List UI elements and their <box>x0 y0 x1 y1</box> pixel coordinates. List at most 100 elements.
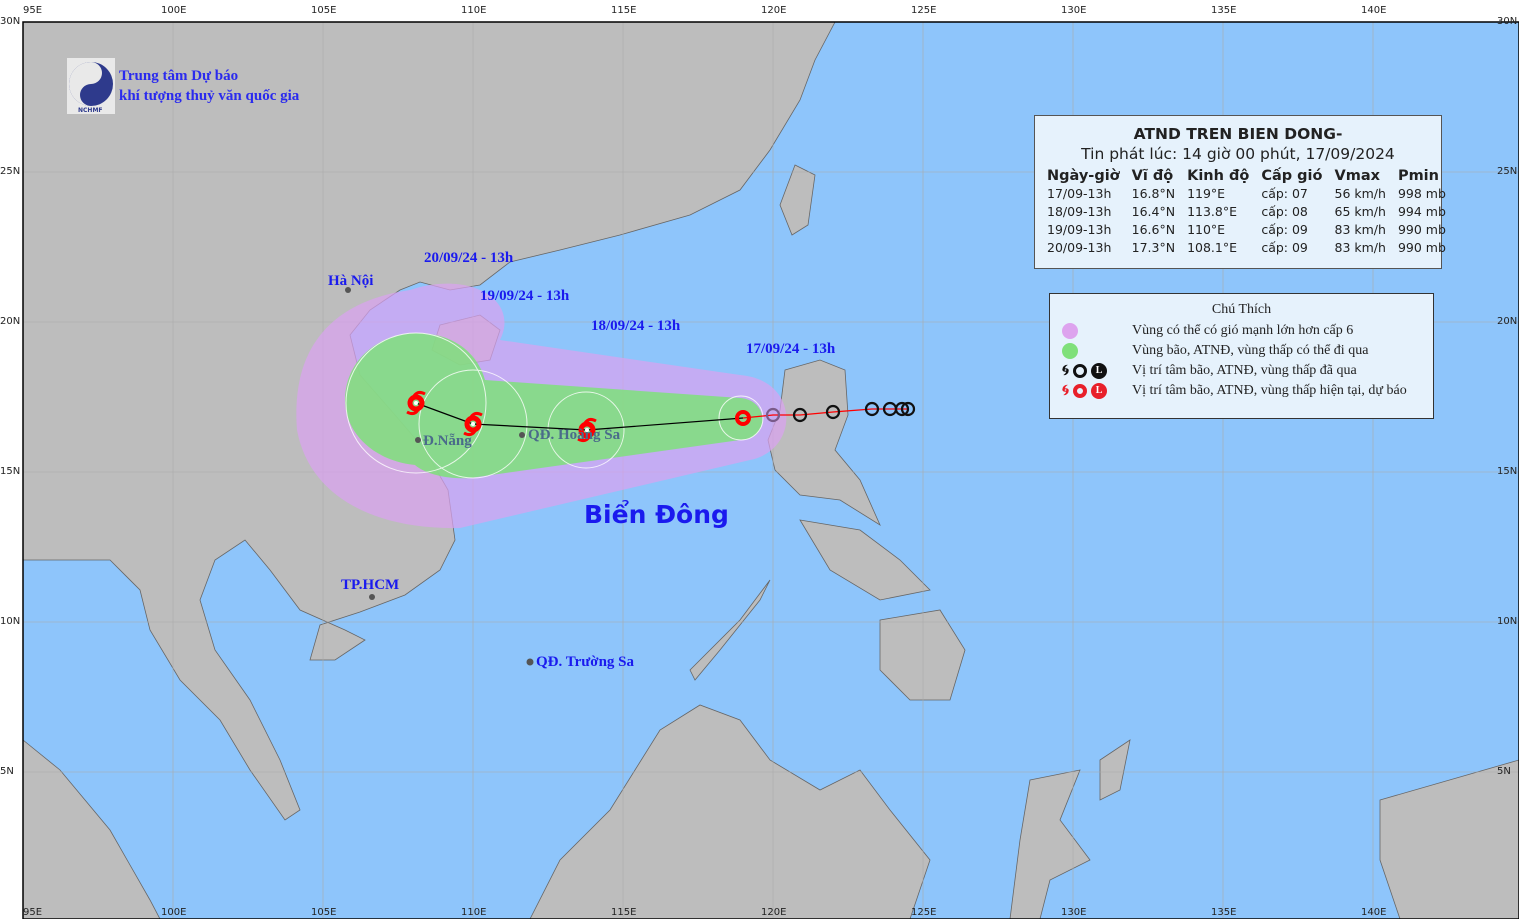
city-hcm: TP.HCM <box>341 577 400 593</box>
agency-name: Trung tâm Dự báo khí tượng thuỷ văn quốc… <box>119 66 299 106</box>
lat-tick-label: 30N <box>1497 16 1518 27</box>
storm-eye-icon <box>585 428 589 432</box>
lon-tick-label: 125E <box>911 5 937 16</box>
table-cell: 990 mb <box>1397 240 1446 255</box>
table-cell: cấp: 09 <box>1261 222 1308 237</box>
storm-forecast-icon <box>464 415 482 433</box>
past-position-icon <box>792 407 808 423</box>
past-position-icon <box>900 401 916 417</box>
legend-item: Vùng bão, ATNĐ, vùng thấp có thể đi qua <box>1050 341 1433 361</box>
table-cell: 65 km/h <box>1334 204 1386 219</box>
table-cell: 16.8°N <box>1131 186 1176 201</box>
storm-arm-icon <box>577 436 591 443</box>
land-borneo <box>529 704 931 919</box>
table-row: 20/09-13h 17.3°N 108.1°E cấp: 09 83 km/h 990 … <box>1043 239 1454 257</box>
table-cell: cấp: 08 <box>1261 204 1308 219</box>
current-position-icon <box>735 410 751 426</box>
label-18-09: 18/09/24 - 13h <box>591 318 681 334</box>
table-cell: 17/09-13h <box>1047 186 1112 201</box>
storm-track <box>406 390 916 443</box>
lon-tick-label: 115E <box>611 5 637 16</box>
table-cell: 998 mb <box>1397 186 1446 201</box>
forecast-track-line <box>415 402 744 431</box>
table-cell: 108.1°E <box>1187 240 1238 255</box>
table-cell: 16.6°N <box>1131 222 1176 237</box>
past-position-icon <box>765 407 781 423</box>
green-circle-icon <box>1062 343 1078 359</box>
table-cell: 20/09-13h <box>1047 240 1112 255</box>
depression-current-icon <box>1073 384 1088 398</box>
table-cell: 990 mb <box>1397 222 1446 237</box>
col-level: Cấp gió <box>1261 168 1323 184</box>
storm-eye-icon <box>414 401 418 405</box>
lon-tick-label: 100E <box>161 907 187 918</box>
land-sumatra <box>22 739 161 919</box>
storm-arm-icon <box>463 430 477 437</box>
lon-tick-label: 140E <box>1361 5 1387 16</box>
table-cell: cấp: 07 <box>1261 186 1308 201</box>
lon-tick-label: 110E <box>461 907 487 918</box>
table-header: Ngày-giờ Vĩ độ Kinh độ Cấp gió Vmax Pmin <box>1043 166 1454 185</box>
land <box>22 21 1519 919</box>
land-taiwan <box>779 164 816 236</box>
info-title: ATND TREN BIEN DONG- <box>1133 125 1343 143</box>
table-cell: 110°E <box>1187 222 1226 237</box>
lon-tick-label: 125E <box>911 907 937 918</box>
lon-tick-label: 105E <box>311 5 337 16</box>
storm-arm-icon <box>406 409 420 416</box>
legend-box: Chú Thích Vùng có thể có gió mạnh lớn hơ… <box>1049 293 1434 419</box>
land-mainland-asia <box>22 21 836 821</box>
legend-item: 🌀︎ L Vị trí tâm bão, ATNĐ, vùng thấp hiệ… <box>1050 381 1433 401</box>
table-cell: 83 km/h <box>1334 222 1386 237</box>
storm-past-icon: 🌀︎ <box>1062 363 1070 379</box>
forecast-circles <box>345 332 764 479</box>
lat-tick-label: 5N <box>1497 766 1511 777</box>
sea-name: Biển Đông <box>584 500 729 529</box>
legend-text: Vùng bão, ATNĐ, vùng thấp có thể đi qua <box>1132 343 1369 358</box>
city-dots <box>345 287 534 666</box>
storm-arm-icon <box>583 417 597 424</box>
land-mindanao <box>879 609 966 701</box>
legend-item: Vùng có thể có gió mạnh lớn hơn cấp 6 <box>1050 321 1433 341</box>
past-position-icon <box>825 404 841 420</box>
legend-text: Vị trí tâm bão, ATNĐ, vùng thấp đã qua <box>1132 363 1357 378</box>
col-pmin: Pmin <box>1397 168 1439 184</box>
lon-tick-label: 130E <box>1061 907 1087 918</box>
land-halmahera <box>1099 739 1131 801</box>
col-lat: Vĩ độ <box>1131 168 1174 184</box>
table-cell: 113.8°E <box>1187 204 1238 219</box>
table-cell: 56 km/h <box>1334 186 1386 201</box>
storm-forecast-icon <box>407 394 425 412</box>
table-cell: 19/09-13h <box>1047 222 1112 237</box>
past-track-line <box>742 408 908 419</box>
agency-name-line2: khí tượng thuỷ văn quốc gia <box>119 88 300 104</box>
city-danang: Đ.Nẵng <box>423 433 472 449</box>
logo-caption: NCHMF <box>78 107 103 114</box>
lon-tick-label: 115E <box>611 907 637 918</box>
lat-tick-label: 10N <box>0 616 21 627</box>
label-17-09: 17/09/24 - 13h <box>746 341 836 357</box>
lon-tick-label: 130E <box>1061 5 1087 16</box>
storm-arm-icon <box>469 411 483 418</box>
storm-zone <box>345 333 763 479</box>
storm-eye-icon <box>471 422 475 426</box>
table-cell: 17.3°N <box>1131 240 1176 255</box>
lon-tick-label: 95E <box>23 5 43 16</box>
lon-tick-label: 135E <box>1211 5 1237 16</box>
lat-tick-label: 30N <box>0 16 21 27</box>
lon-tick-label: 120E <box>761 907 787 918</box>
lon-tick-label: 105E <box>311 907 337 918</box>
table-cell: 16.4°N <box>1131 204 1176 219</box>
land-sulawesi <box>1009 769 1091 919</box>
place-hoang-sa: QĐ. Hoàng Sa <box>528 427 621 443</box>
land-palawan <box>689 579 771 681</box>
table-cell: 83 km/h <box>1334 240 1386 255</box>
storm-arm-icon <box>412 390 426 397</box>
lat-tick-label: 25N <box>1497 166 1518 177</box>
lat-tick-label: 20N <box>1497 316 1518 327</box>
place-truong-sa: QĐ. Trường Sa <box>536 654 635 670</box>
legend-item: 🌀︎ L Vị trí tâm bão, ATNĐ, vùng thấp đã … <box>1050 361 1433 381</box>
city-hanoi: Hà Nội <box>328 273 374 289</box>
col-vmax: Vmax <box>1334 168 1380 184</box>
lon-tick-label: 120E <box>761 5 787 16</box>
